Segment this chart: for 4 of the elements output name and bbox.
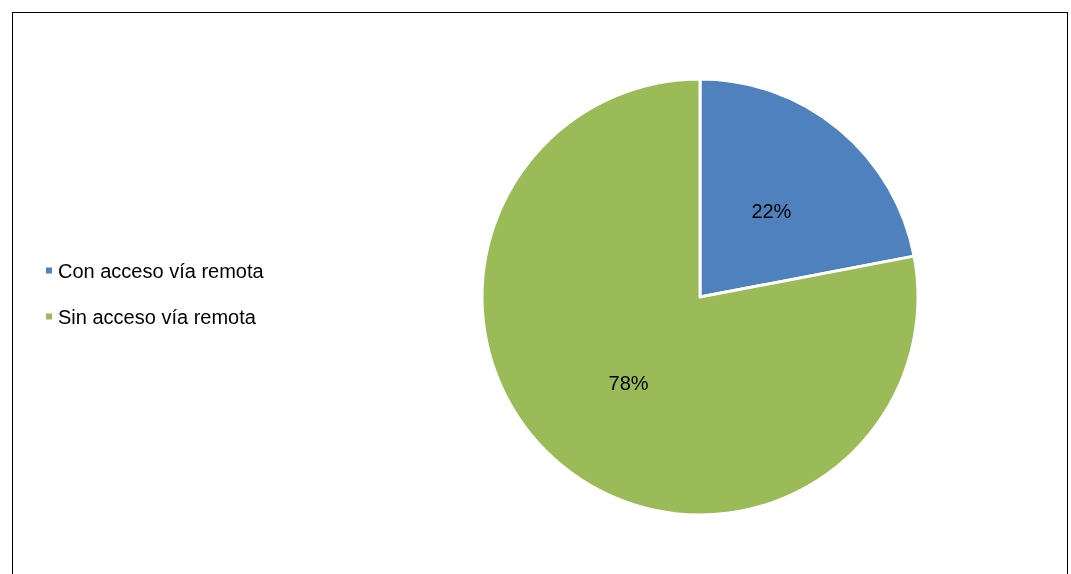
data-label: 22% [751,199,792,222]
legend-label: Sin acceso vía remota [58,305,257,328]
legend-label: Con acceso vía remota [58,259,265,282]
data-label: 78% [608,372,649,395]
